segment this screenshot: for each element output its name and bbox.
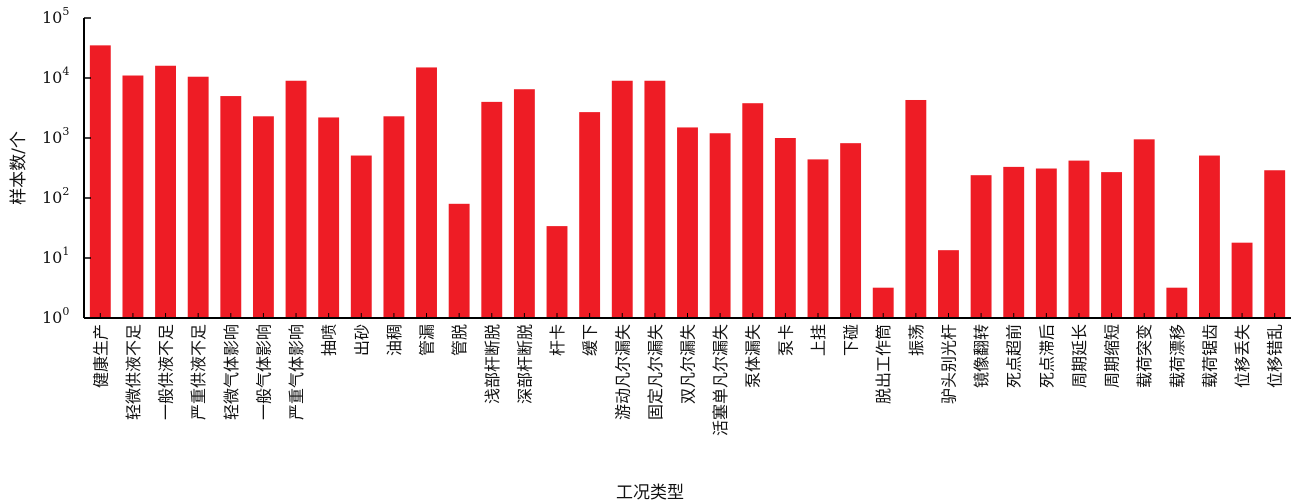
bar — [220, 96, 242, 318]
category-label: 抽喷 — [320, 324, 339, 356]
bar — [155, 65, 176, 318]
bar — [383, 116, 405, 318]
category-label: 位移错乱 — [1266, 324, 1285, 388]
category-label: 死点超前 — [1005, 324, 1024, 388]
category-label: 一般气体影响 — [254, 324, 273, 420]
bar — [1133, 139, 1155, 318]
category-label: 活塞单凡尔漏失 — [711, 324, 730, 436]
category-label: 一般供液不足 — [157, 324, 176, 420]
bar — [252, 116, 274, 318]
category-label: 浅部杆断脱 — [483, 324, 502, 404]
category-label: 游动凡尔漏失 — [613, 324, 632, 420]
bar — [416, 67, 437, 319]
bar — [546, 226, 568, 318]
category-label: 深部杆断脱 — [515, 324, 534, 404]
category-label: 轻微气体影响 — [222, 324, 241, 420]
bar — [481, 101, 503, 318]
bar — [872, 287, 894, 318]
bar — [905, 99, 927, 319]
bar — [938, 250, 959, 318]
bar — [579, 112, 601, 319]
bar — [1231, 242, 1253, 318]
category-label: 周期缩短 — [1103, 324, 1122, 388]
bars-group — [89, 45, 1286, 319]
bar — [709, 133, 731, 318]
category-label: 载荷突变 — [1135, 324, 1154, 388]
category-label: 泵体漏失 — [744, 324, 763, 388]
category-label: 振荡 — [907, 324, 926, 356]
y-tick-label: 100 — [42, 305, 69, 327]
bar — [1264, 170, 1286, 318]
bar — [285, 80, 307, 318]
category-label: 缓下 — [581, 324, 600, 356]
bar — [448, 203, 470, 318]
category-label: 泵卡 — [776, 324, 795, 356]
category-label: 位移丢失 — [1233, 324, 1252, 388]
bar — [513, 89, 535, 318]
category-label: 镜像翻转 — [972, 324, 991, 388]
bar — [1199, 155, 1220, 318]
category-label: 载荷锯齿 — [1200, 324, 1219, 388]
category-label: 健康生产 — [91, 324, 110, 388]
bar — [89, 45, 111, 319]
bar — [677, 127, 698, 319]
category-label: 固定凡尔漏失 — [646, 324, 665, 420]
category-label: 脱出工作筒 — [874, 324, 893, 404]
category-label: 双凡尔漏失 — [679, 324, 698, 404]
bar — [350, 155, 372, 318]
category-label: 上挂 — [809, 324, 828, 356]
category-label: 严重气体影响 — [287, 324, 306, 420]
bar — [1068, 160, 1090, 318]
category-labels-group: 健康生产 轻微供液不足 一般供液不足 严重供液不足 轻微气体影响 一般气体影响 严重气体影响… — [91, 313, 1285, 436]
bar — [970, 175, 992, 318]
category-label: 下碰 — [842, 324, 861, 356]
category-label: 杆卡 — [548, 324, 567, 356]
bar — [1035, 168, 1057, 318]
y-tick-label: 102 — [42, 185, 69, 207]
x-axis-label: 工况类型 — [616, 483, 684, 501]
category-label: 管脱 — [450, 324, 469, 356]
y-tick-label: 104 — [42, 65, 69, 87]
y-tick-label: 105 — [42, 5, 69, 27]
category-label: 油稠 — [385, 324, 404, 356]
bar — [122, 75, 144, 319]
category-label: 载荷漂移 — [1168, 324, 1187, 388]
bar — [1003, 166, 1025, 318]
category-label: 严重供液不足 — [189, 324, 208, 420]
category-label: 周期延长 — [1070, 324, 1089, 388]
bar — [840, 143, 862, 318]
bar — [807, 159, 829, 318]
category-label: 管漏 — [418, 324, 437, 356]
y-ticks-group: 100 101 102 103 104 105 — [42, 5, 91, 327]
bar — [742, 103, 764, 319]
y-axis-label: 样本数/个 — [9, 131, 29, 205]
y-tick-label: 103 — [42, 125, 69, 147]
bar — [187, 76, 209, 318]
category-label: 驴头别光杆 — [939, 324, 958, 404]
bar — [774, 138, 796, 318]
bar — [611, 80, 633, 318]
y-tick-label: 101 — [42, 245, 69, 267]
bar — [644, 80, 666, 318]
bar — [318, 117, 340, 318]
bar — [1166, 287, 1188, 318]
category-label: 死点滞后 — [1037, 324, 1056, 388]
bar — [1101, 172, 1123, 318]
category-label: 出砂 — [352, 324, 371, 356]
category-label: 轻微供液不足 — [124, 324, 143, 420]
